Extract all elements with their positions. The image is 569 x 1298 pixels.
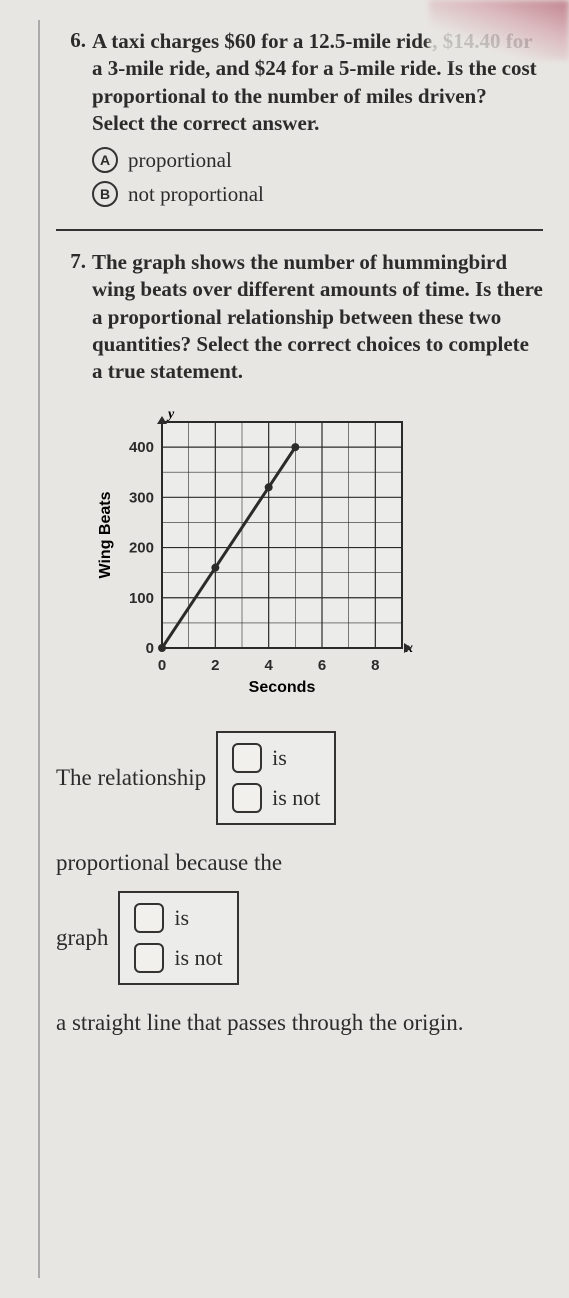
- question-number: 6.: [56, 28, 86, 53]
- svg-text:8: 8: [371, 657, 379, 674]
- option-label: is: [272, 745, 287, 771]
- checkbox-icon: [134, 903, 164, 933]
- choice-text: not proportional: [128, 182, 264, 207]
- svg-text:300: 300: [129, 489, 154, 506]
- wing-beats-chart: 024680100200300400yxSecondsWing Beats: [92, 404, 543, 709]
- blank-option-is-not[interactable]: is not: [232, 783, 320, 813]
- option-label: is not: [272, 785, 320, 811]
- blank-option-is[interactable]: is: [232, 743, 320, 773]
- divider: [56, 229, 543, 231]
- sentence-part: graph: [56, 922, 108, 954]
- choice-a[interactable]: A proportional: [92, 147, 543, 173]
- svg-text:0: 0: [146, 640, 154, 657]
- sentence-part: The relationship: [56, 762, 206, 794]
- svg-text:2: 2: [211, 657, 219, 674]
- question-7: 7. The graph shows the number of humming…: [56, 249, 543, 1039]
- svg-text:Seconds: Seconds: [249, 679, 316, 696]
- fill-sentence-row-1: The relationship is is not: [56, 731, 543, 825]
- choice-b[interactable]: B not proportional: [92, 181, 543, 207]
- checkbox-icon: [232, 783, 262, 813]
- svg-text:0: 0: [158, 657, 166, 674]
- choice-list: A proportional B not proportional: [92, 147, 543, 207]
- svg-text:400: 400: [129, 439, 154, 456]
- chart-svg: 024680100200300400yxSecondsWing Beats: [92, 404, 422, 704]
- checkbox-icon: [134, 943, 164, 973]
- sentence-part: proportional because the: [56, 847, 543, 879]
- blank-option-is-not[interactable]: is not: [134, 943, 222, 973]
- svg-text:y: y: [166, 407, 175, 422]
- blank-option-is[interactable]: is: [134, 903, 222, 933]
- option-label: is not: [174, 945, 222, 971]
- svg-text:Wing Beats: Wing Beats: [97, 491, 114, 578]
- option-label: is: [174, 905, 189, 931]
- checkbox-icon: [232, 743, 262, 773]
- sentence-part: a straight line that passes through the …: [56, 1007, 543, 1039]
- question-number: 7.: [56, 249, 86, 274]
- choice-text: proportional: [128, 148, 232, 173]
- choice-letter-icon: A: [92, 147, 118, 173]
- question-text: The graph shows the number of hummingbir…: [92, 249, 543, 385]
- svg-text:200: 200: [129, 539, 154, 556]
- svg-text:4: 4: [264, 657, 273, 674]
- blank-2[interactable]: is is not: [118, 891, 238, 985]
- svg-text:6: 6: [318, 657, 326, 674]
- choice-letter-icon: B: [92, 181, 118, 207]
- svg-text:100: 100: [129, 589, 154, 606]
- fill-sentence-row-2: graph is is not: [56, 891, 543, 985]
- blank-1[interactable]: is is not: [216, 731, 336, 825]
